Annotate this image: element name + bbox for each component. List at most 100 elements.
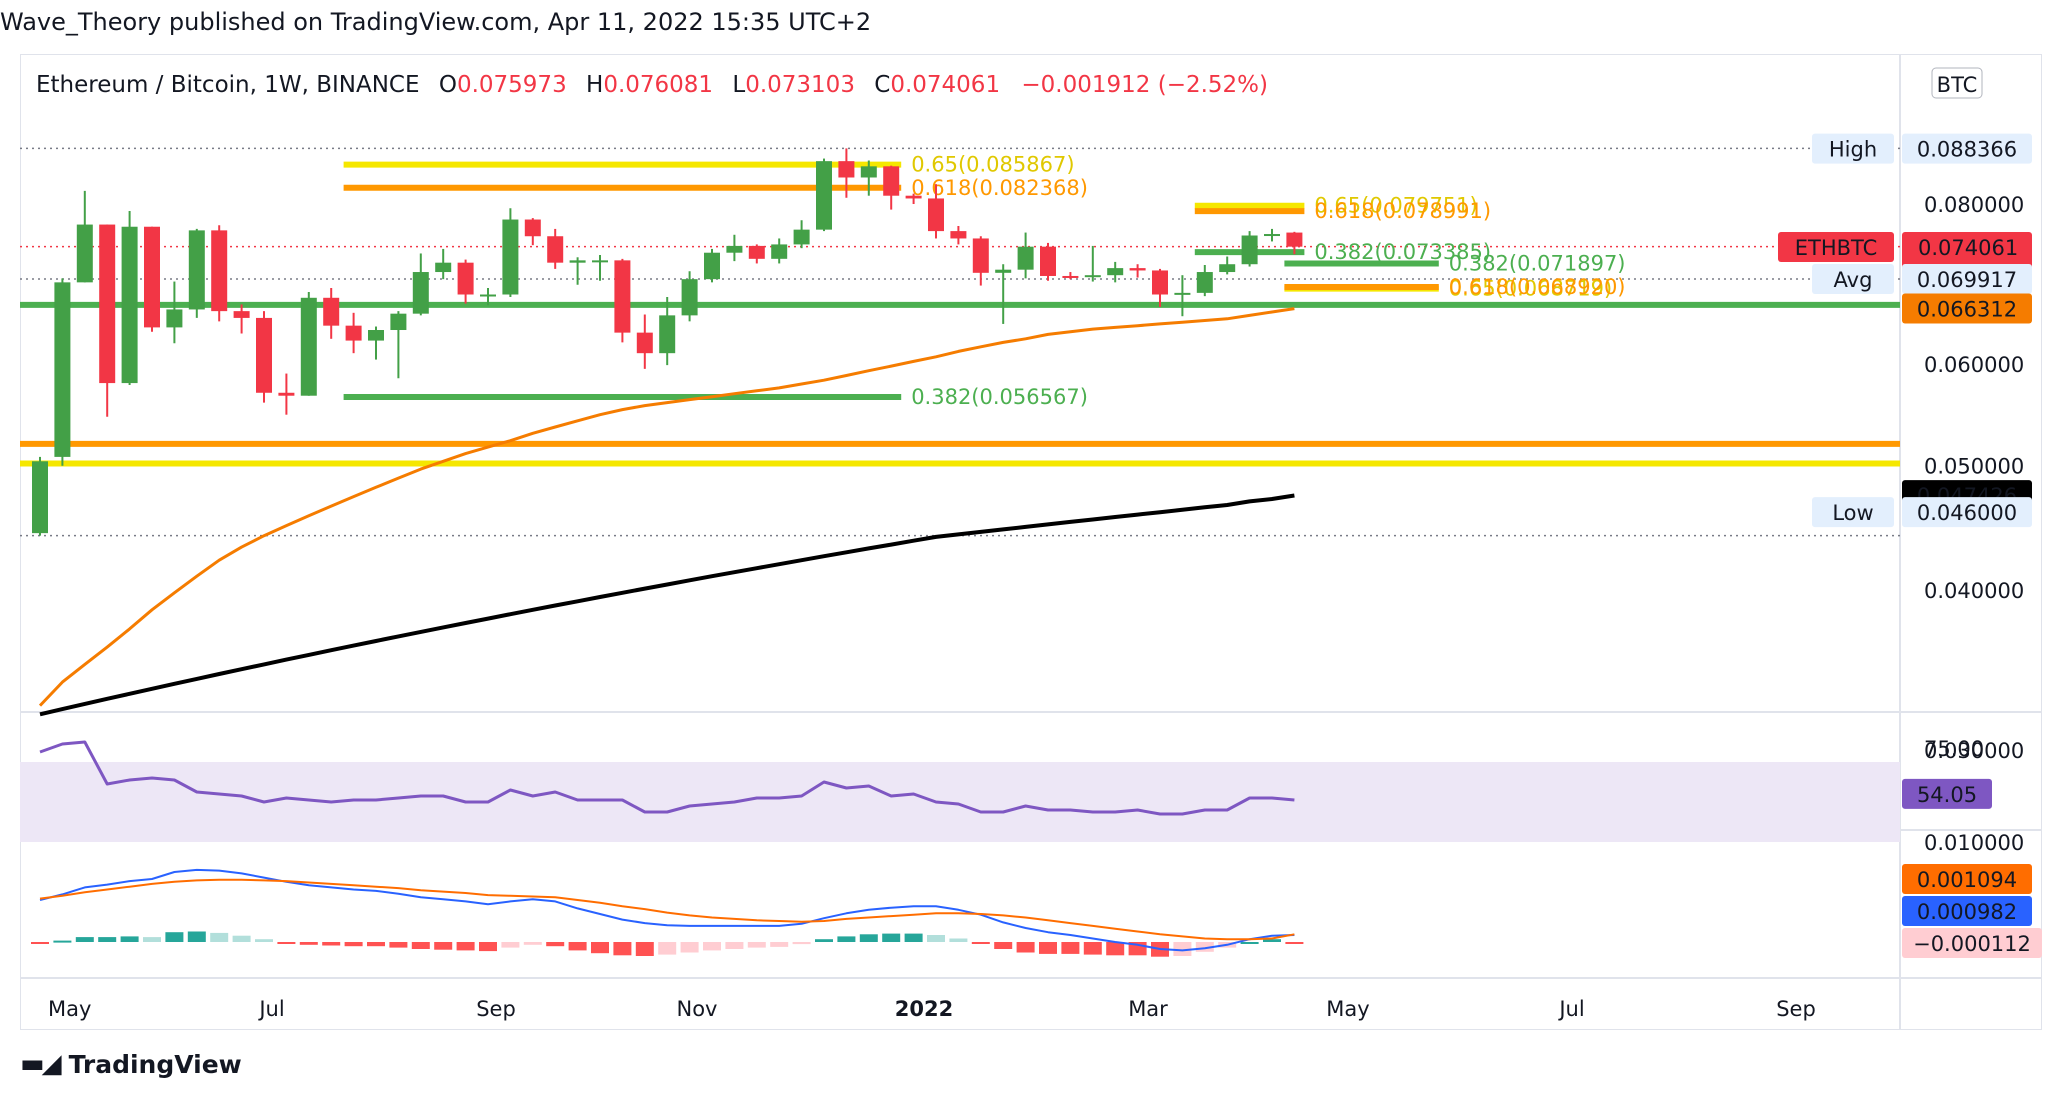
candle [569, 257, 586, 285]
macd-histogram-bar [1083, 942, 1102, 955]
fib-level-label: 0.618(0.068920) [1449, 275, 1626, 299]
candle [1196, 264, 1213, 297]
price-tag-high: High [1812, 133, 1894, 164]
macd-value-label-text: 0.000982 [1917, 900, 2017, 924]
price-label-low-text: 0.046000 [1917, 501, 2017, 525]
candle [278, 373, 295, 415]
high-value: 0.076081 [603, 72, 714, 98]
candle [1152, 268, 1168, 307]
candle-body [300, 297, 317, 396]
currency-button[interactable]: BTC [1931, 67, 1983, 99]
ma-200-line [39, 493, 1295, 717]
macd-histogram-bar [501, 942, 520, 948]
candle [1062, 272, 1079, 280]
candle-body [1107, 268, 1124, 276]
candle [1040, 242, 1056, 281]
macd-histogram-bar [479, 942, 497, 952]
signal-value-label-box [1902, 864, 2032, 894]
change-value: −0.001912 (−2.52%) [1021, 72, 1269, 98]
candle-body [547, 236, 564, 263]
fib-level-label: 0.618(0.078991) [1314, 199, 1491, 223]
time-tick-label: May [1326, 997, 1369, 1021]
price-tick-label: 0.040000 [1924, 579, 2024, 603]
fib-level-label: 0.618(0.082368) [911, 176, 1088, 200]
rsi-line [39, 740, 1295, 816]
candle [995, 264, 1012, 324]
price-label-high-text: 0.088366 [1917, 138, 2017, 162]
candle-body [412, 272, 429, 314]
candle [1219, 256, 1236, 275]
symbol-tag-box [1778, 231, 1894, 262]
macd-histogram-bar [703, 942, 721, 951]
currency-button-label: BTC [1937, 73, 1978, 97]
price-tag-avg: Avg [1812, 264, 1894, 295]
macd-histogram-bar [904, 933, 923, 942]
candle [188, 228, 205, 318]
candle-body [345, 325, 362, 341]
candle-body [771, 244, 788, 259]
candle-body [614, 260, 631, 333]
macd-histogram-bar [568, 942, 587, 951]
candle-body [860, 166, 877, 178]
candle [838, 148, 855, 198]
candle [860, 160, 877, 196]
candle [166, 281, 183, 344]
macd-histogram-bar [725, 942, 744, 949]
time-tick-label: Sep [1776, 997, 1816, 1021]
close-value: 0.074061 [890, 72, 1001, 98]
macd-histogram-bar [367, 942, 385, 947]
candle [99, 224, 116, 417]
candle [636, 314, 653, 369]
macd-histogram-bar [792, 942, 811, 945]
time-tick-label: Mar [1128, 997, 1168, 1021]
candle-body [592, 260, 608, 263]
macd-histogram-bar [837, 936, 856, 942]
signal-line [39, 878, 1295, 941]
histogram-value-label-text: −0.000112 [1913, 932, 2031, 956]
macd-tick-label: 0.010000 [1924, 831, 2024, 855]
macd-histogram-bar [232, 935, 251, 942]
macd-histogram-bar [680, 942, 699, 953]
price-tag-avg-text: Avg [1834, 268, 1873, 292]
macd-histogram-bar [635, 942, 654, 956]
candle [233, 304, 250, 334]
candle-body [569, 260, 586, 263]
macd-histogram-bar [53, 940, 72, 943]
macd-histogram-bar [1285, 942, 1304, 944]
candle [1017, 232, 1034, 279]
candle-body [457, 262, 474, 295]
candle-body [166, 309, 183, 328]
rsi-value-label-text: 54.05 [1917, 783, 1977, 807]
macd-histogram-bar [210, 932, 229, 942]
candle [928, 184, 944, 239]
candle-body [368, 330, 384, 341]
rsi-tick-label: 75.00 [1924, 737, 1984, 761]
candle [726, 234, 743, 262]
macd-histogram-bar [1039, 942, 1057, 954]
ema-50-line [38, 307, 1295, 707]
macd-histogram-bar [277, 942, 296, 944]
chart-frame [20, 54, 2042, 1030]
candle-body [32, 461, 48, 534]
rsi-value-label-box [1902, 778, 1992, 809]
tradingview-logo-icon: ▬◢ [20, 1049, 62, 1079]
candle [547, 228, 564, 269]
candle [435, 248, 452, 280]
last-price-value: 0.074061 [1918, 236, 2018, 260]
candle [1174, 275, 1191, 317]
rsi-pane [20, 740, 1900, 842]
fib-level-label: 0.65(0.068719) [1449, 277, 1612, 301]
candle [816, 158, 832, 232]
candle-body [1062, 275, 1079, 278]
time-tick-label: Jul [1557, 997, 1584, 1021]
candle-body [905, 195, 922, 199]
candle [76, 190, 93, 283]
candle-body [1129, 268, 1146, 271]
price-tick-label: 0.060000 [1924, 353, 2024, 377]
fib-level-label: 0.382(0.073385) [1314, 240, 1491, 264]
macd-histogram-bar [255, 939, 273, 942]
candle-body [233, 311, 250, 318]
price-tag-avg-box [1812, 264, 1894, 295]
candle [883, 165, 900, 210]
